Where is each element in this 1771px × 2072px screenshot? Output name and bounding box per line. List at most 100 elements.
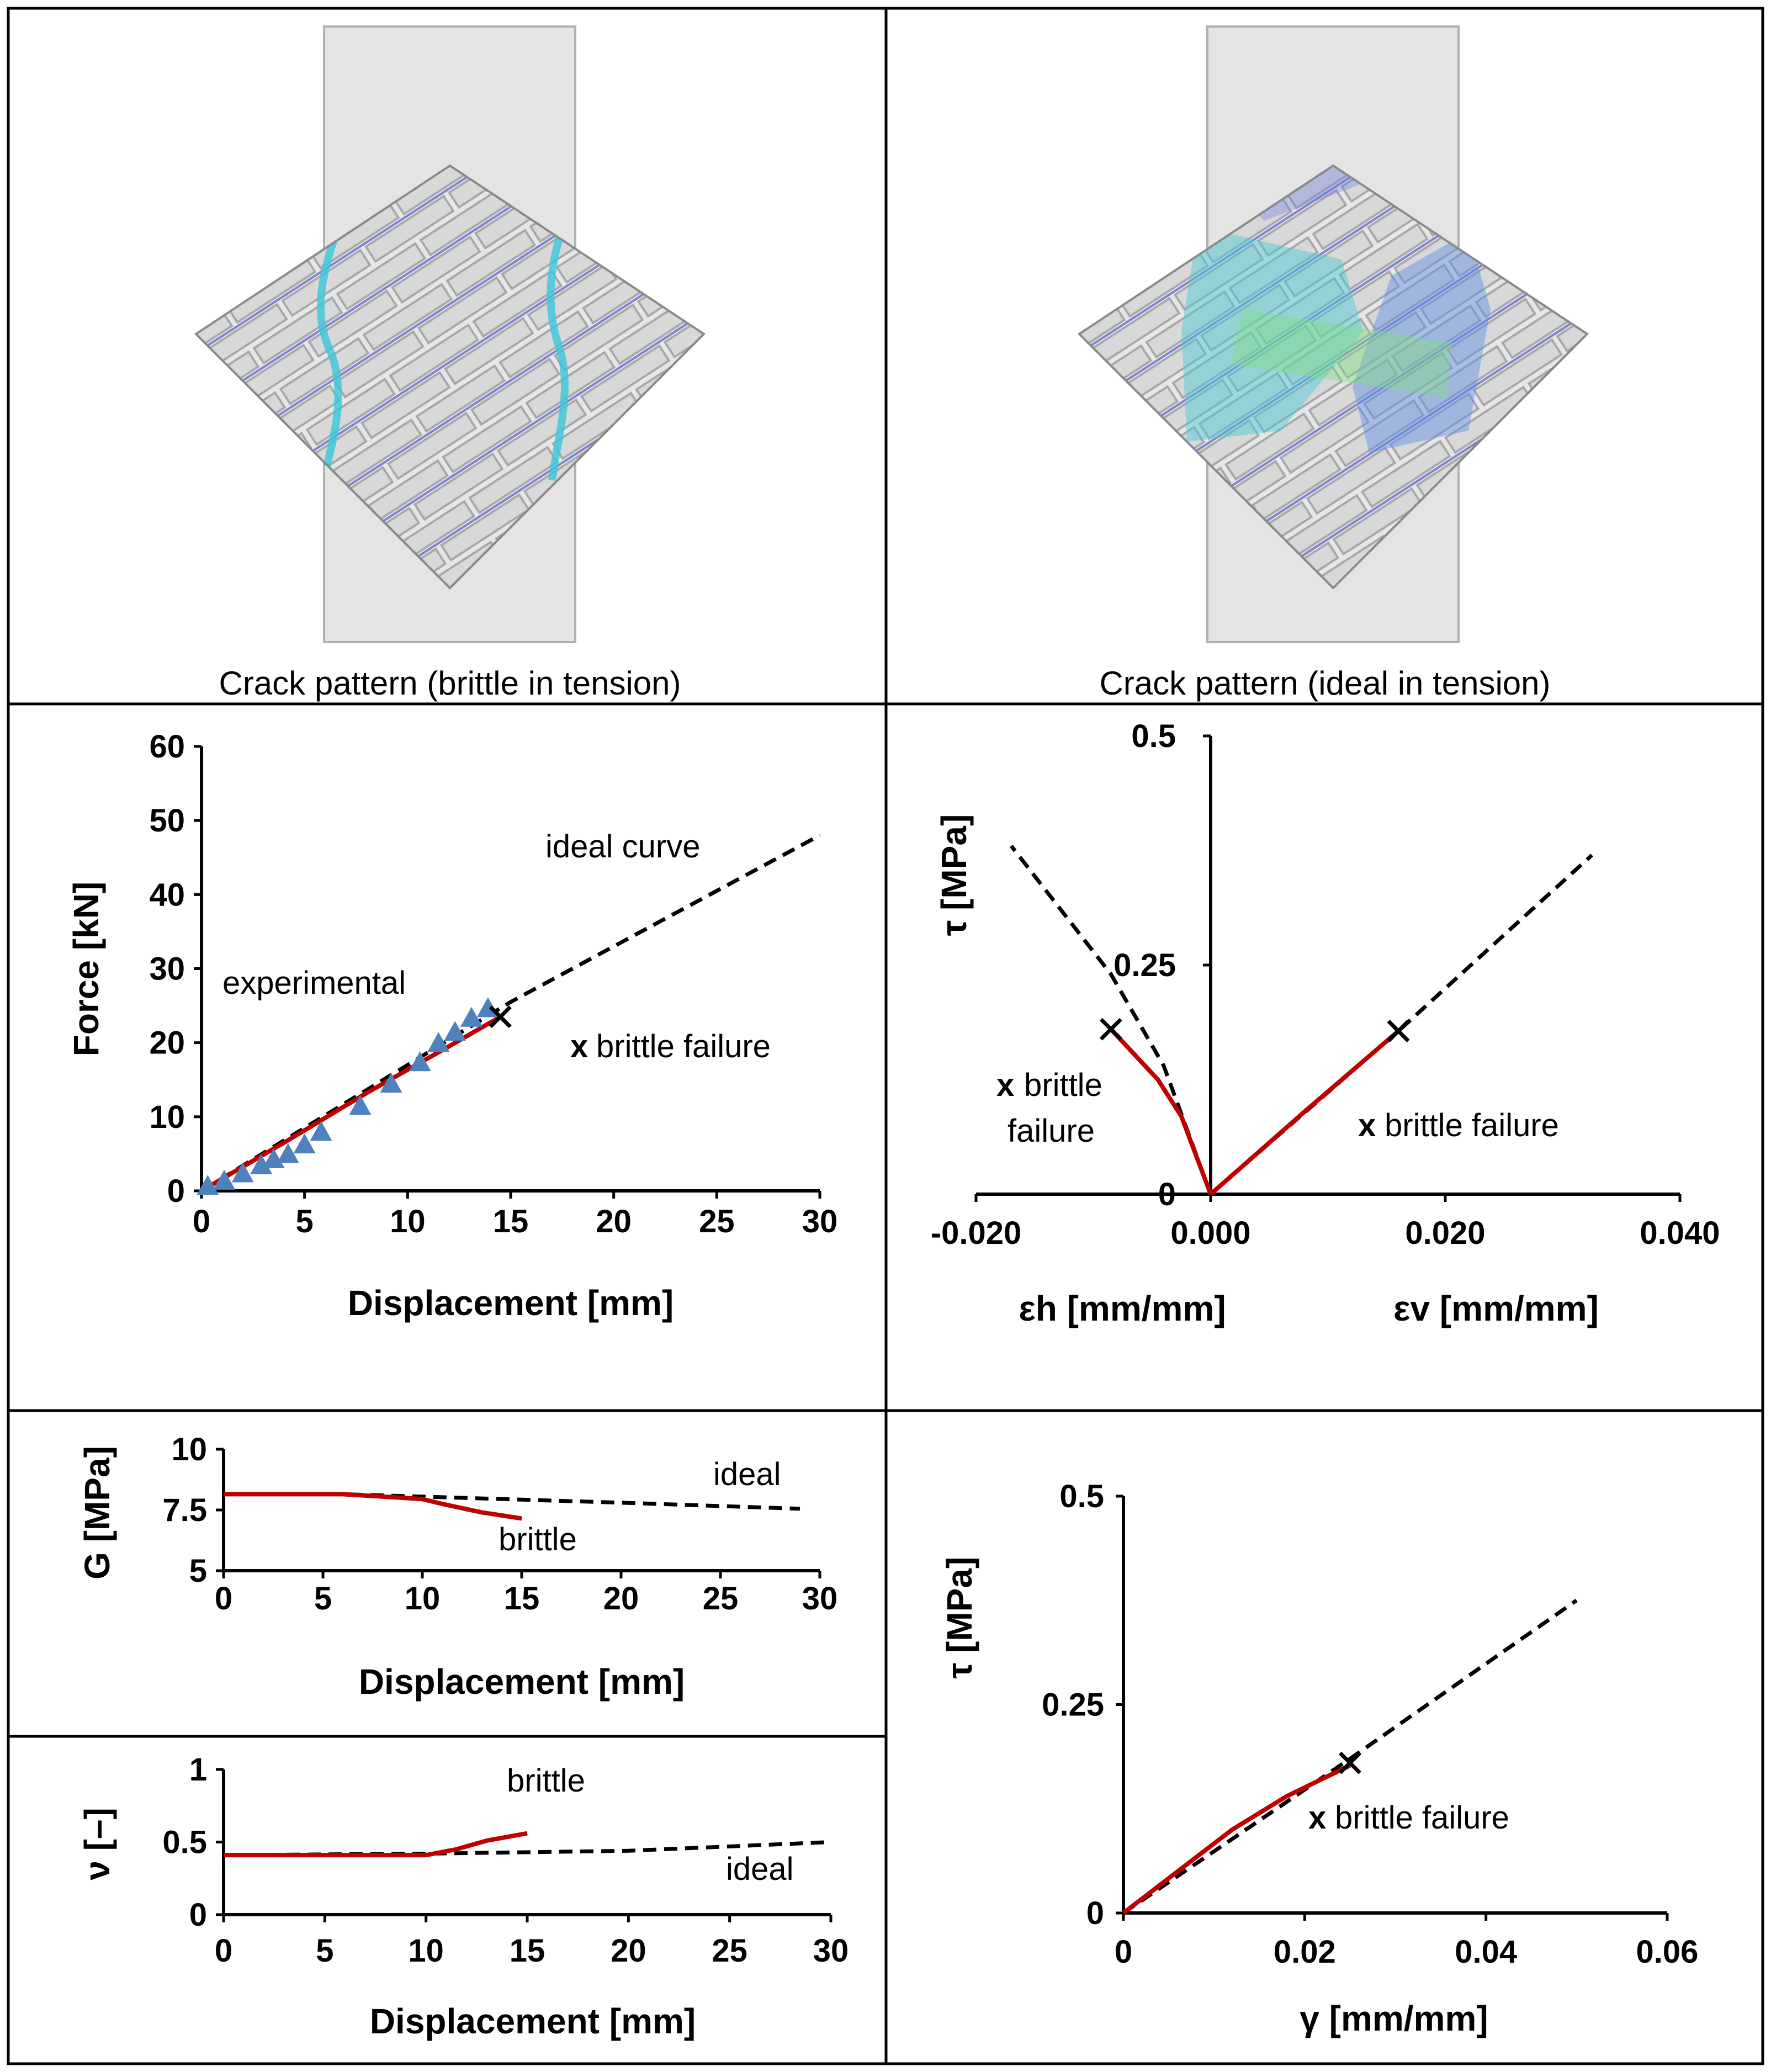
annotation-x-marker-left: x: [996, 1067, 1014, 1103]
y-tick-label: 7.5: [162, 1492, 207, 1528]
annotation-brittle-failure: brittle failure: [596, 1029, 771, 1064]
y-tick-label: 40: [149, 877, 185, 913]
x-tick-label: 0.06: [1636, 1934, 1699, 1970]
data-point-experimental: [197, 1175, 219, 1195]
failure-marker: [489, 1005, 512, 1029]
data-point-experimental: [231, 1162, 254, 1183]
x-tick-label: 5: [314, 1581, 332, 1617]
y-tick-label: 50: [149, 803, 185, 839]
y-axis-label: ν [–]: [77, 1808, 117, 1880]
y-tick-label: 60: [149, 729, 185, 765]
x-tick-label: 25: [703, 1581, 739, 1617]
annotation-x-marker: x: [570, 1029, 588, 1064]
x-tick-label: 5: [296, 1204, 314, 1239]
crack-line-left: [316, 208, 349, 492]
x-tick-label: 0.02: [1274, 1934, 1336, 1970]
series-ideal: [224, 1492, 800, 1511]
series-brittle: [224, 1492, 522, 1521]
series-ideal: [223, 1840, 831, 1857]
series-ideal-v: [1209, 854, 1593, 1196]
x-axis-label: γ [mm/mm]: [1300, 1999, 1488, 2038]
x-tick-label: 30: [802, 1581, 838, 1617]
y-tick-label: 10: [171, 1432, 207, 1467]
y-tick-label: 0: [167, 1173, 185, 1209]
x-tick-label: 10: [390, 1204, 426, 1239]
annotation-x-marker: x: [1308, 1800, 1326, 1836]
x-tick-label: 0.000: [1170, 1215, 1250, 1251]
crack-zone-right: [1353, 232, 1491, 453]
y-axis-label: τ [MPa]: [934, 814, 974, 936]
data-point-experimental: [277, 1143, 299, 1163]
failure-marker: [1387, 1020, 1410, 1042]
y-tick-label: 20: [149, 1025, 185, 1061]
crack-zone-left: [1181, 226, 1364, 442]
data-point-experimental: [349, 1095, 372, 1115]
annotation-ideal: ideal: [713, 1456, 781, 1492]
data-point-experimental: [380, 1073, 402, 1093]
crack-pattern-ideal: [1077, 25, 1589, 643]
x-axis-label-right: εv [mm/mm]: [1393, 1289, 1599, 1328]
y-tick-label: 0: [1086, 1895, 1104, 1931]
x-tick-label: 25: [699, 1204, 735, 1239]
annotation-brittle-left: brittle: [1024, 1067, 1102, 1103]
series-brittle-h: [1109, 1027, 1213, 1195]
failure-marker: [1338, 1751, 1361, 1774]
x-tick-label: 15: [510, 1933, 545, 1969]
y-tick-label: 0.25: [1113, 947, 1176, 983]
x-tick-label: 0: [215, 1581, 232, 1617]
annotation-failure-left: failure: [1008, 1113, 1095, 1149]
panel-grid: [7, 7, 1764, 2065]
y-tick-label: 0.5: [1059, 1479, 1104, 1514]
x-axis-label: Displacement [mm]: [348, 1283, 674, 1323]
x-tick-label: 0: [215, 1933, 232, 1969]
y-axis-label: Force [kN]: [66, 882, 106, 1057]
x-tick-label: 30: [813, 1933, 849, 1969]
series-ideal: [1122, 1598, 1578, 1915]
x-tick-label: 25: [712, 1933, 747, 1969]
annotation-brittle: brittle: [499, 1522, 577, 1557]
crack-line-right: [547, 208, 572, 481]
data-point-experimental: [310, 1121, 332, 1141]
caption-ideal: Crack pattern (ideal in tension): [1099, 665, 1550, 702]
annotation-experimental: experimental: [222, 965, 406, 1001]
x-tick-label: -0.020: [931, 1215, 1021, 1251]
x-tick-label: 20: [611, 1933, 646, 1969]
failure-marker: [1099, 1018, 1122, 1041]
x-tick-label: 0: [1115, 1934, 1132, 1970]
y-axis-label: G [MPa]: [77, 1446, 117, 1580]
x-tick-label: 20: [596, 1204, 632, 1239]
series-brittle: [200, 1015, 502, 1193]
y-tick-label: 0: [1158, 1177, 1176, 1212]
x-tick-label: 5: [316, 1933, 333, 1969]
x-tick-label: 10: [408, 1933, 444, 1969]
series-brittle-v: [1209, 1029, 1400, 1196]
x-tick-label: 30: [802, 1204, 838, 1239]
data-point-experimental: [444, 1021, 466, 1041]
y-tick-label: 0.25: [1042, 1687, 1104, 1723]
x-tick-label: 10: [405, 1581, 441, 1617]
x-tick-label: 0.040: [1640, 1215, 1720, 1251]
annotation-ideal-curve: ideal curve: [545, 829, 700, 865]
data-point-experimental: [250, 1154, 273, 1174]
x-tick-label: 20: [603, 1581, 639, 1617]
x-axis-label-left: εh [mm/mm]: [1019, 1289, 1226, 1328]
chart-poisson-ratio: 0 5 10 15 20 25 30 0 0.5 1 Displacement [mm] ν [–…: [77, 1752, 849, 2041]
data-point-experimental: [409, 1051, 431, 1072]
y-tick-label: 1: [189, 1752, 207, 1788]
y-tick-label: 0.5: [1131, 718, 1176, 754]
y-tick-label: 30: [149, 951, 185, 987]
data-point-experimental: [213, 1169, 236, 1190]
chart-shear-stress-strain: -0.020 0.000 0.020 0.040 0 0.25 0.5 εh [mm/mm]…: [931, 718, 1720, 1328]
y-tick-label: 0: [189, 1897, 207, 1933]
annotation-brittle-failure: brittle failure: [1335, 1800, 1509, 1836]
caption-brittle: Crack pattern (brittle in tension): [219, 665, 681, 702]
data-point-experimental: [262, 1148, 285, 1168]
x-axis-label: Displacement [mm]: [370, 2001, 696, 2041]
data-point-experimental: [460, 1006, 483, 1027]
chart-force-displacement: 0 5 10 15 20 25 30 0 10 20 30 40 50 60 Displacement […: [66, 729, 837, 1323]
crack-band-center: [1231, 309, 1452, 398]
x-tick-label: 15: [493, 1204, 529, 1239]
x-tick-label: 0.04: [1455, 1934, 1517, 1970]
